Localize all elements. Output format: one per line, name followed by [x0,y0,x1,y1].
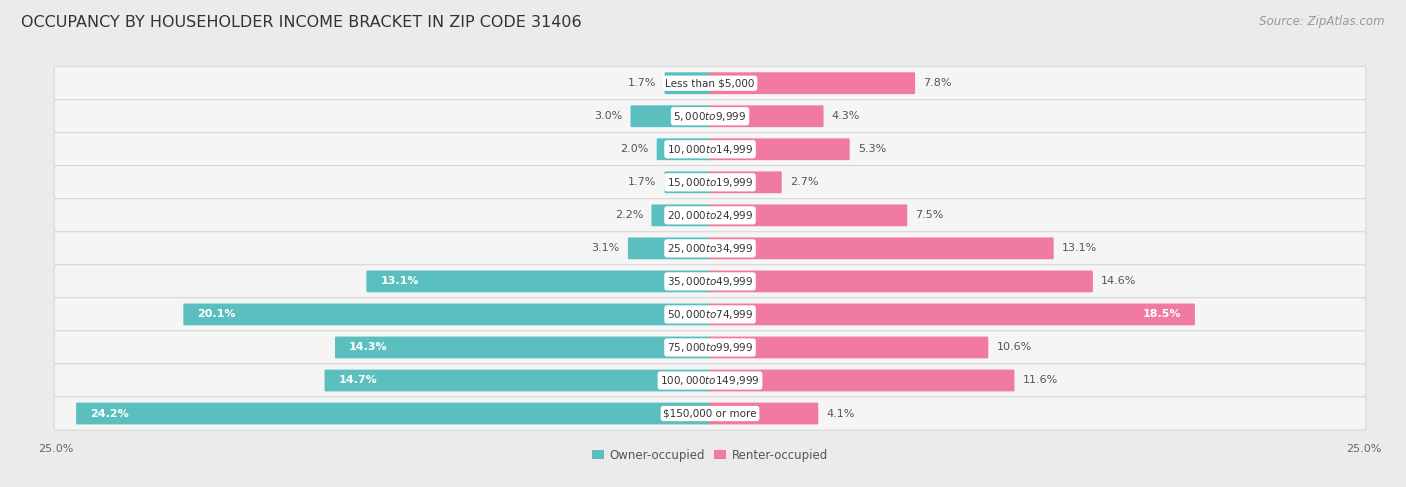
FancyBboxPatch shape [55,166,1365,199]
FancyBboxPatch shape [665,171,711,193]
Text: 13.1%: 13.1% [1062,244,1097,253]
Text: $25,000 to $34,999: $25,000 to $34,999 [666,242,754,255]
Text: $50,000 to $74,999: $50,000 to $74,999 [666,308,754,321]
Text: 10.6%: 10.6% [997,342,1032,353]
FancyBboxPatch shape [55,232,1365,265]
FancyBboxPatch shape [630,105,711,127]
Text: 2.0%: 2.0% [620,144,648,154]
FancyBboxPatch shape [55,265,1365,298]
Text: 5.3%: 5.3% [858,144,886,154]
FancyBboxPatch shape [55,99,1365,133]
Text: 13.1%: 13.1% [381,277,419,286]
FancyBboxPatch shape [709,370,1015,392]
Text: 14.6%: 14.6% [1101,277,1136,286]
Text: 2.7%: 2.7% [790,177,818,187]
Text: 3.0%: 3.0% [595,111,623,121]
FancyBboxPatch shape [709,238,1053,259]
Text: 3.1%: 3.1% [592,244,620,253]
Text: $20,000 to $24,999: $20,000 to $24,999 [666,209,754,222]
Text: 7.5%: 7.5% [915,210,943,220]
FancyBboxPatch shape [55,67,1365,100]
Text: 20.1%: 20.1% [197,309,236,319]
FancyBboxPatch shape [325,370,711,392]
Text: $150,000 or more: $150,000 or more [664,409,756,418]
Text: $100,000 to $149,999: $100,000 to $149,999 [661,374,759,387]
Text: 4.1%: 4.1% [827,409,855,418]
Text: $35,000 to $49,999: $35,000 to $49,999 [666,275,754,288]
FancyBboxPatch shape [55,397,1365,430]
Text: 7.8%: 7.8% [924,78,952,88]
FancyBboxPatch shape [657,138,711,160]
FancyBboxPatch shape [55,199,1365,232]
Text: 1.7%: 1.7% [628,78,657,88]
Text: 11.6%: 11.6% [1022,375,1057,386]
FancyBboxPatch shape [651,205,711,226]
FancyBboxPatch shape [709,138,849,160]
Text: 24.2%: 24.2% [90,409,129,418]
Text: 4.3%: 4.3% [831,111,860,121]
Text: 14.7%: 14.7% [339,375,377,386]
FancyBboxPatch shape [183,303,711,325]
FancyBboxPatch shape [367,270,711,292]
Text: Source: ZipAtlas.com: Source: ZipAtlas.com [1260,15,1385,28]
FancyBboxPatch shape [76,403,711,425]
FancyBboxPatch shape [55,331,1365,364]
Text: $15,000 to $19,999: $15,000 to $19,999 [666,176,754,189]
FancyBboxPatch shape [709,105,824,127]
FancyBboxPatch shape [709,205,907,226]
FancyBboxPatch shape [709,303,1195,325]
Text: $75,000 to $99,999: $75,000 to $99,999 [666,341,754,354]
FancyBboxPatch shape [628,238,711,259]
Text: Less than $5,000: Less than $5,000 [665,78,755,88]
FancyBboxPatch shape [55,132,1365,166]
FancyBboxPatch shape [335,337,711,358]
Text: 14.3%: 14.3% [349,342,388,353]
Text: OCCUPANCY BY HOUSEHOLDER INCOME BRACKET IN ZIP CODE 31406: OCCUPANCY BY HOUSEHOLDER INCOME BRACKET … [21,15,582,30]
FancyBboxPatch shape [55,364,1365,397]
FancyBboxPatch shape [709,72,915,94]
FancyBboxPatch shape [709,171,782,193]
FancyBboxPatch shape [709,403,818,425]
FancyBboxPatch shape [709,270,1092,292]
Text: $10,000 to $14,999: $10,000 to $14,999 [666,143,754,156]
FancyBboxPatch shape [55,298,1365,331]
Legend: Owner-occupied, Renter-occupied: Owner-occupied, Renter-occupied [586,444,834,467]
FancyBboxPatch shape [665,72,711,94]
Text: 1.7%: 1.7% [628,177,657,187]
Text: 2.2%: 2.2% [614,210,644,220]
Text: 18.5%: 18.5% [1142,309,1181,319]
Text: $5,000 to $9,999: $5,000 to $9,999 [673,110,747,123]
FancyBboxPatch shape [709,337,988,358]
